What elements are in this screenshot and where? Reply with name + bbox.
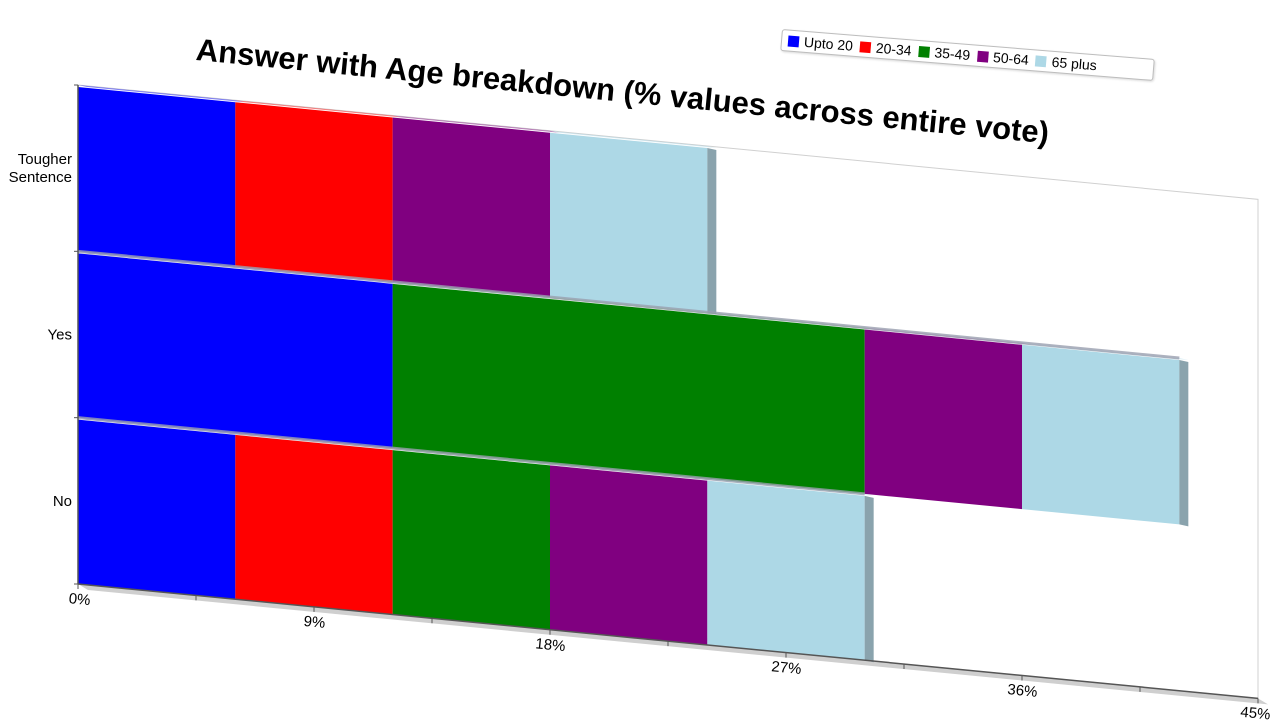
x-tick-label: 45%	[1240, 704, 1272, 720]
category-label-yes: Yes	[48, 327, 72, 344]
legend-item-upto-20[interactable]: Upto 20	[787, 33, 854, 54]
bar-group-tougher-sentence	[78, 85, 717, 315]
x-tick-label: 9%	[303, 613, 326, 632]
legend-label: Upto 20	[803, 33, 854, 54]
legend-item-35-49[interactable]: 35-49	[918, 43, 971, 63]
bar-yes-upto-20[interactable]	[78, 253, 393, 449]
bar-yes-35-49[interactable]	[392, 283, 865, 494]
legend-label: 50-64	[992, 49, 1030, 68]
x-tick-label: 18%	[535, 635, 567, 655]
legend-swatch	[787, 35, 800, 47]
bar-end-yes	[1179, 360, 1189, 527]
legend-swatch	[976, 50, 989, 63]
legend-label: 35-49	[933, 44, 971, 64]
bar-no-20-34[interactable]	[235, 434, 393, 615]
bar-end-no	[864, 495, 874, 663]
x-tick-label: 0%	[68, 590, 91, 609]
bar-tougher-sentence-20-34[interactable]	[235, 102, 393, 282]
category-separator	[77, 416, 865, 496]
category-label-no: No	[53, 493, 72, 510]
bar-no-upto-20[interactable]	[78, 419, 236, 600]
category-separator	[77, 249, 1180, 360]
axes-group: Tougher Sentence Yes No 0% 9% 18% 27% 36% 45%	[9, 84, 1272, 720]
legend-label: 65 plus	[1051, 53, 1098, 74]
legend-swatch	[1035, 54, 1048, 67]
legend-item-20-34[interactable]: 20-34	[859, 38, 912, 58]
bar-group-no	[77, 416, 874, 663]
legend-item-50-64[interactable]: 50-64	[976, 48, 1030, 68]
bar-top-tougher-sentence-upto-20	[78, 85, 245, 103]
legend-item-65-plus[interactable]: 65 plus	[1035, 52, 1097, 73]
bar-end-tougher-sentence	[707, 147, 717, 315]
bar-yes-50-64[interactable]	[864, 329, 1022, 510]
bar-no-35-49[interactable]	[392, 450, 550, 630]
bar-group-yes	[77, 249, 1189, 527]
bar-no-50-64[interactable]	[550, 465, 708, 645]
legend-swatch	[859, 40, 872, 53]
floor-shadow	[78, 584, 1268, 705]
legend-label: 20-34	[875, 39, 913, 59]
x-tick-label: 27%	[771, 658, 803, 678]
category-label-tougher-sentence: Tougher Sentence	[9, 151, 72, 186]
bar-yes-65-plus[interactable]	[1022, 344, 1180, 525]
legend-swatch	[918, 45, 930, 58]
bar-tougher-sentence-upto-20[interactable]	[78, 87, 236, 267]
bar-tougher-sentence-65-plus[interactable]	[550, 132, 708, 313]
bar-top-tougher-sentence-20-34	[235, 100, 402, 118]
bar-no-65-plus[interactable]	[707, 480, 865, 661]
bars-group	[77, 85, 1189, 663]
bar-tougher-sentence-50-64[interactable]	[392, 117, 550, 298]
bar-top-tougher-sentence-65-plus	[550, 130, 717, 148]
bar-top-tougher-sentence-50-64	[392, 115, 559, 133]
x-tick-label: 36%	[1007, 681, 1039, 701]
